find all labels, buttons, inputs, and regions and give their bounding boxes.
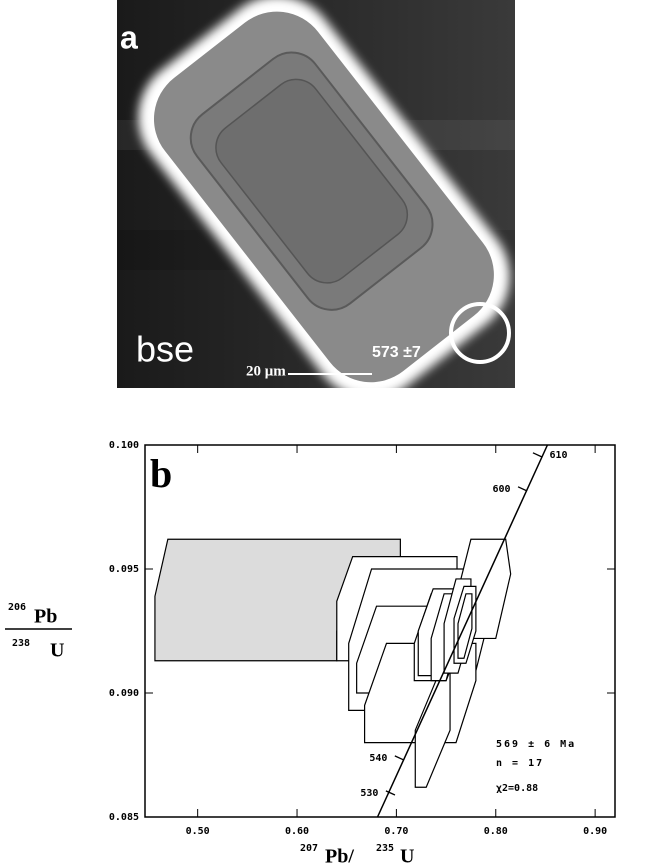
y-tick-label: 0.095 <box>109 564 139 575</box>
annotation: χ2=0.88 <box>496 783 538 794</box>
x-tick-label: 0.90 <box>583 826 607 837</box>
x-label-mass: 207 <box>300 843 318 854</box>
concordia-plot: 0.50 0.60 0.70 0.80 0.90 0.085 0.090 0.095 0.100… <box>109 440 615 837</box>
annotation: 569 ± 6 Ma <box>496 739 576 750</box>
age-label: 610 <box>549 450 567 461</box>
plot-frame <box>144 444 616 818</box>
panel-letter: a <box>120 19 138 55</box>
y-tick-label: 0.085 <box>109 812 139 823</box>
age-tick <box>394 755 405 761</box>
concordia <box>376 444 549 818</box>
annotation: n = 17 <box>496 758 544 769</box>
scale-label: 20 μm <box>246 363 286 379</box>
age-label: 540 <box>369 753 387 764</box>
x-tick-label: 0.80 <box>484 826 508 837</box>
x-label-mass: 235 <box>376 843 394 854</box>
age-label: 530 <box>360 788 378 799</box>
x-label-element: U <box>400 846 414 866</box>
age-label: 600 <box>493 484 511 495</box>
y-tick-label: 0.100 <box>109 440 139 451</box>
age-tick <box>532 452 543 458</box>
y-label-mass: 238 <box>12 638 30 649</box>
y-tick-label: 0.090 <box>109 688 139 699</box>
bse-image <box>117 0 515 399</box>
y-label-element: U <box>50 640 64 662</box>
panel-letter: b <box>150 451 172 496</box>
x-tick-label: 0.70 <box>384 826 408 837</box>
y-label-mass: 206 <box>8 602 26 613</box>
spot-age: 573 ±7 <box>372 344 421 361</box>
x-tick-label: 0.50 <box>186 826 210 837</box>
y-label-element: Pb <box>34 606 57 628</box>
age-tick <box>517 486 528 492</box>
x-label-element: Pb/ <box>325 846 354 866</box>
mode-label: bse <box>136 329 194 370</box>
age-tick <box>385 790 396 796</box>
x-tick-label: 0.60 <box>285 826 309 837</box>
